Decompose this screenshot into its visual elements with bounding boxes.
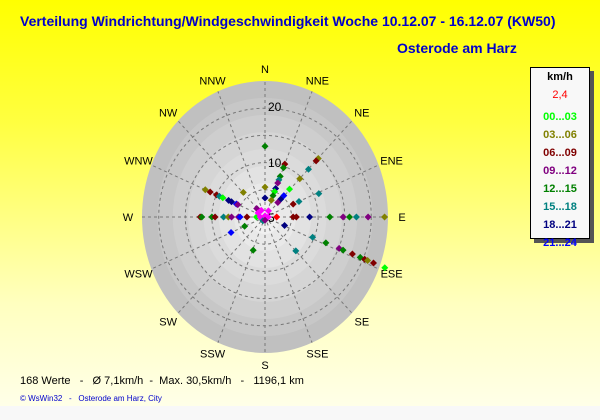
data-point <box>228 213 236 221</box>
data-point <box>289 200 297 208</box>
spoke-sse <box>264 216 313 343</box>
data-point <box>249 246 257 254</box>
data-point <box>306 213 314 221</box>
spoke-ene <box>264 164 379 218</box>
data-point <box>206 188 214 196</box>
data-point <box>261 216 269 224</box>
direction-label-ne: NE <box>354 107 369 119</box>
data-point <box>364 257 372 265</box>
ring-label-20: 20 <box>268 100 282 114</box>
data-point <box>339 213 347 221</box>
legend-unit: km/h <box>547 71 573 83</box>
data-point <box>211 213 219 221</box>
data-point <box>345 213 353 221</box>
data-point <box>381 264 389 272</box>
data-point <box>312 157 320 165</box>
ring-label-10: 10 <box>268 156 282 170</box>
data-point <box>274 179 282 187</box>
direction-label-sse: SSE <box>306 349 328 361</box>
direction-label-n: N <box>261 64 269 76</box>
data-point <box>292 247 300 255</box>
legend-item: 03...06 <box>543 129 577 141</box>
direction-label-sw: SW <box>159 317 177 329</box>
data-point <box>198 213 206 221</box>
data-point <box>296 175 304 183</box>
data-point <box>227 228 235 236</box>
direction-label-w: W <box>123 212 134 224</box>
legend-item: 12...15 <box>543 183 577 195</box>
spoke-ssw <box>217 216 266 343</box>
data-point <box>234 201 242 209</box>
data-point <box>315 190 323 198</box>
data-point <box>236 213 244 221</box>
data-point <box>304 165 312 173</box>
direction-label-ese: ESE <box>381 269 403 281</box>
data-point <box>339 246 347 254</box>
spoke-nnw <box>217 91 266 218</box>
data-point <box>261 142 269 150</box>
statistics-footer: 168 Werte - Ø 7,1km/h - Max. 30,5km/h - … <box>20 375 304 387</box>
direction-label-wsw: WSW <box>124 269 153 281</box>
data-point <box>267 196 275 204</box>
data-point <box>228 198 236 206</box>
data-point <box>243 213 251 221</box>
data-point <box>322 239 330 247</box>
direction-label-se: SE <box>355 317 370 329</box>
legend-item: 09...12 <box>543 165 577 177</box>
data-point <box>381 213 389 221</box>
data-point <box>261 194 269 202</box>
data-point <box>348 250 356 258</box>
legend-calm: 2,4 <box>552 89 568 101</box>
chart-title: Verteilung Windrichtung/Windgeschwindigk… <box>20 13 556 29</box>
data-point <box>273 213 281 221</box>
spoke-nw <box>177 120 266 218</box>
data-point <box>219 194 227 202</box>
direction-label-nnw: NNW <box>199 75 226 87</box>
spoke-se <box>264 216 353 314</box>
direction-label-wnw: WNW <box>124 155 153 167</box>
data-point <box>352 213 360 221</box>
chart-subtitle: Osterode am Harz <box>397 40 517 56</box>
data-point <box>274 198 282 206</box>
direction-label-s: S <box>261 360 268 372</box>
data-point <box>201 186 209 194</box>
data-point <box>292 213 300 221</box>
credit-line: © WsWin32 - Osterode am Harz, City <box>20 394 162 403</box>
spoke-sw <box>177 216 266 314</box>
data-point <box>261 183 269 191</box>
legend: km/h 2,4 00...03 03...06 06...09 09...12 12.… <box>530 67 590 249</box>
data-point <box>264 207 272 215</box>
direction-label-ssw: SSW <box>200 349 226 361</box>
data-point <box>295 198 303 206</box>
data-point <box>364 213 372 221</box>
data-point <box>281 222 289 230</box>
legend-item: 06...09 <box>543 147 577 159</box>
data-point <box>326 213 334 221</box>
legend-item: 00...03 <box>543 111 577 123</box>
legend-item: 18...21 <box>543 219 577 231</box>
direction-label-nne: NNE <box>306 75 329 87</box>
data-point <box>279 164 287 172</box>
direction-label-e: E <box>398 212 405 224</box>
data-point <box>241 222 249 230</box>
legend-item: 15...18 <box>543 201 577 213</box>
data-point <box>309 233 317 241</box>
spoke-nne <box>264 91 313 218</box>
data-point <box>239 188 247 196</box>
legend-item: 21...24 <box>543 237 577 249</box>
spoke-ne <box>264 120 353 218</box>
data-point <box>220 213 228 221</box>
direction-label-nw: NW <box>159 107 178 119</box>
direction-label-ene: ENE <box>380 155 403 167</box>
data-point <box>286 185 294 193</box>
data-point <box>257 206 265 214</box>
ring-label-5: 5 <box>268 211 275 225</box>
data-point <box>369 259 377 267</box>
